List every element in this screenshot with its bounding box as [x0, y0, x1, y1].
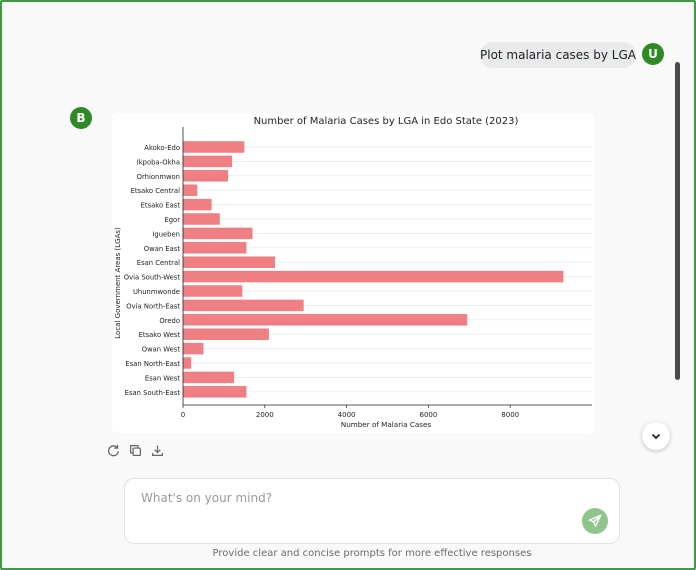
- y-tick-label: Uhunmwonde: [133, 288, 180, 296]
- y-tick-label: Ovia South-West: [124, 274, 181, 282]
- y-tick-label: Ovia North-East: [126, 302, 180, 310]
- y-tick-label: Owan East: [144, 245, 181, 253]
- copy-icon[interactable]: [128, 443, 142, 457]
- message-input[interactable]: [139, 487, 563, 509]
- bar-owan-east: [183, 242, 247, 254]
- message-actions: [106, 443, 164, 457]
- user-avatar-letter: U: [648, 47, 658, 61]
- y-tick-label: Etsako East: [141, 202, 181, 210]
- user-message-bubble: Plot malaria cases by LGA: [480, 42, 636, 68]
- x-tick-label: 4000: [338, 411, 356, 419]
- y-axis-label: Local Government Areas (LGAs): [114, 227, 122, 339]
- bar-etsako-east: [183, 198, 212, 211]
- bar-ikpoba-okha: [183, 155, 233, 168]
- user-avatar: U: [642, 43, 664, 65]
- x-tick-label: 0: [181, 411, 185, 419]
- chevron-down-icon: [651, 433, 661, 440]
- y-tick-label: Akoko-Edo: [144, 144, 180, 152]
- x-tick-label: 6000: [419, 411, 437, 419]
- bar-egor: [183, 213, 220, 225]
- y-tick-label: Owan West: [142, 346, 181, 354]
- bar-ovia-north-east: [183, 299, 304, 312]
- bar-oredo: [183, 314, 468, 326]
- chart-title: Number of Malaria Cases by LGA in Edo St…: [254, 116, 519, 127]
- chart-card: Number of Malaria Cases by LGA in Edo St…: [112, 113, 594, 433]
- download-icon[interactable]: [150, 443, 164, 457]
- x-tick-label: 8000: [501, 411, 519, 419]
- scrollbar[interactable]: [675, 62, 680, 380]
- bar-esan-west: [183, 371, 235, 384]
- send-button[interactable]: [582, 508, 608, 534]
- x-axis-label: Number of Malaria Cases: [341, 420, 432, 429]
- footer-hint: Provide clear and concise prompts for mo…: [212, 548, 532, 559]
- user-message-text: Plot malaria cases by LGA: [480, 48, 636, 62]
- y-tick-label: Orhionmwon: [137, 173, 180, 181]
- scroll-down-button[interactable]: [642, 422, 670, 450]
- bar-akoko-edo: [183, 141, 245, 153]
- bar-etsako-west: [183, 328, 269, 340]
- bar-esan-central: [183, 256, 276, 268]
- message-input-container: [124, 478, 620, 544]
- y-tick-label: Etsako Central: [131, 187, 181, 195]
- y-tick-label: Esan South-East: [125, 389, 181, 397]
- refresh-icon[interactable]: [106, 443, 120, 457]
- y-tick-label: Ikpoba-Okha: [137, 158, 180, 166]
- bar-etsako-central: [183, 184, 198, 196]
- bar-orhionmwon: [183, 170, 228, 182]
- bar-owan-west: [183, 342, 204, 355]
- bot-avatar: B: [70, 107, 92, 129]
- bar-ovia-south-west: [183, 270, 564, 283]
- bar-esan-north-east: [183, 357, 192, 369]
- y-tick-label: Egor: [164, 216, 180, 224]
- x-tick-label: 2000: [256, 411, 274, 419]
- bot-avatar-letter: B: [76, 111, 86, 125]
- malaria-bar-chart: Number of Malaria Cases by LGA in Edo St…: [114, 116, 592, 429]
- y-tick-label: Oredo: [159, 317, 180, 325]
- y-tick-label: Esan Central: [137, 259, 180, 267]
- bar-igueben: [183, 227, 253, 240]
- bar-uhunmwonde: [183, 285, 243, 297]
- y-tick-label: Esan West: [145, 374, 181, 382]
- bar-esan-south-east: [183, 386, 247, 398]
- y-tick-label: Igueben: [152, 230, 180, 238]
- send-icon: [588, 514, 602, 527]
- y-tick-label: Etsako West: [139, 331, 181, 339]
- y-tick-label: Esan North-East: [125, 360, 180, 368]
